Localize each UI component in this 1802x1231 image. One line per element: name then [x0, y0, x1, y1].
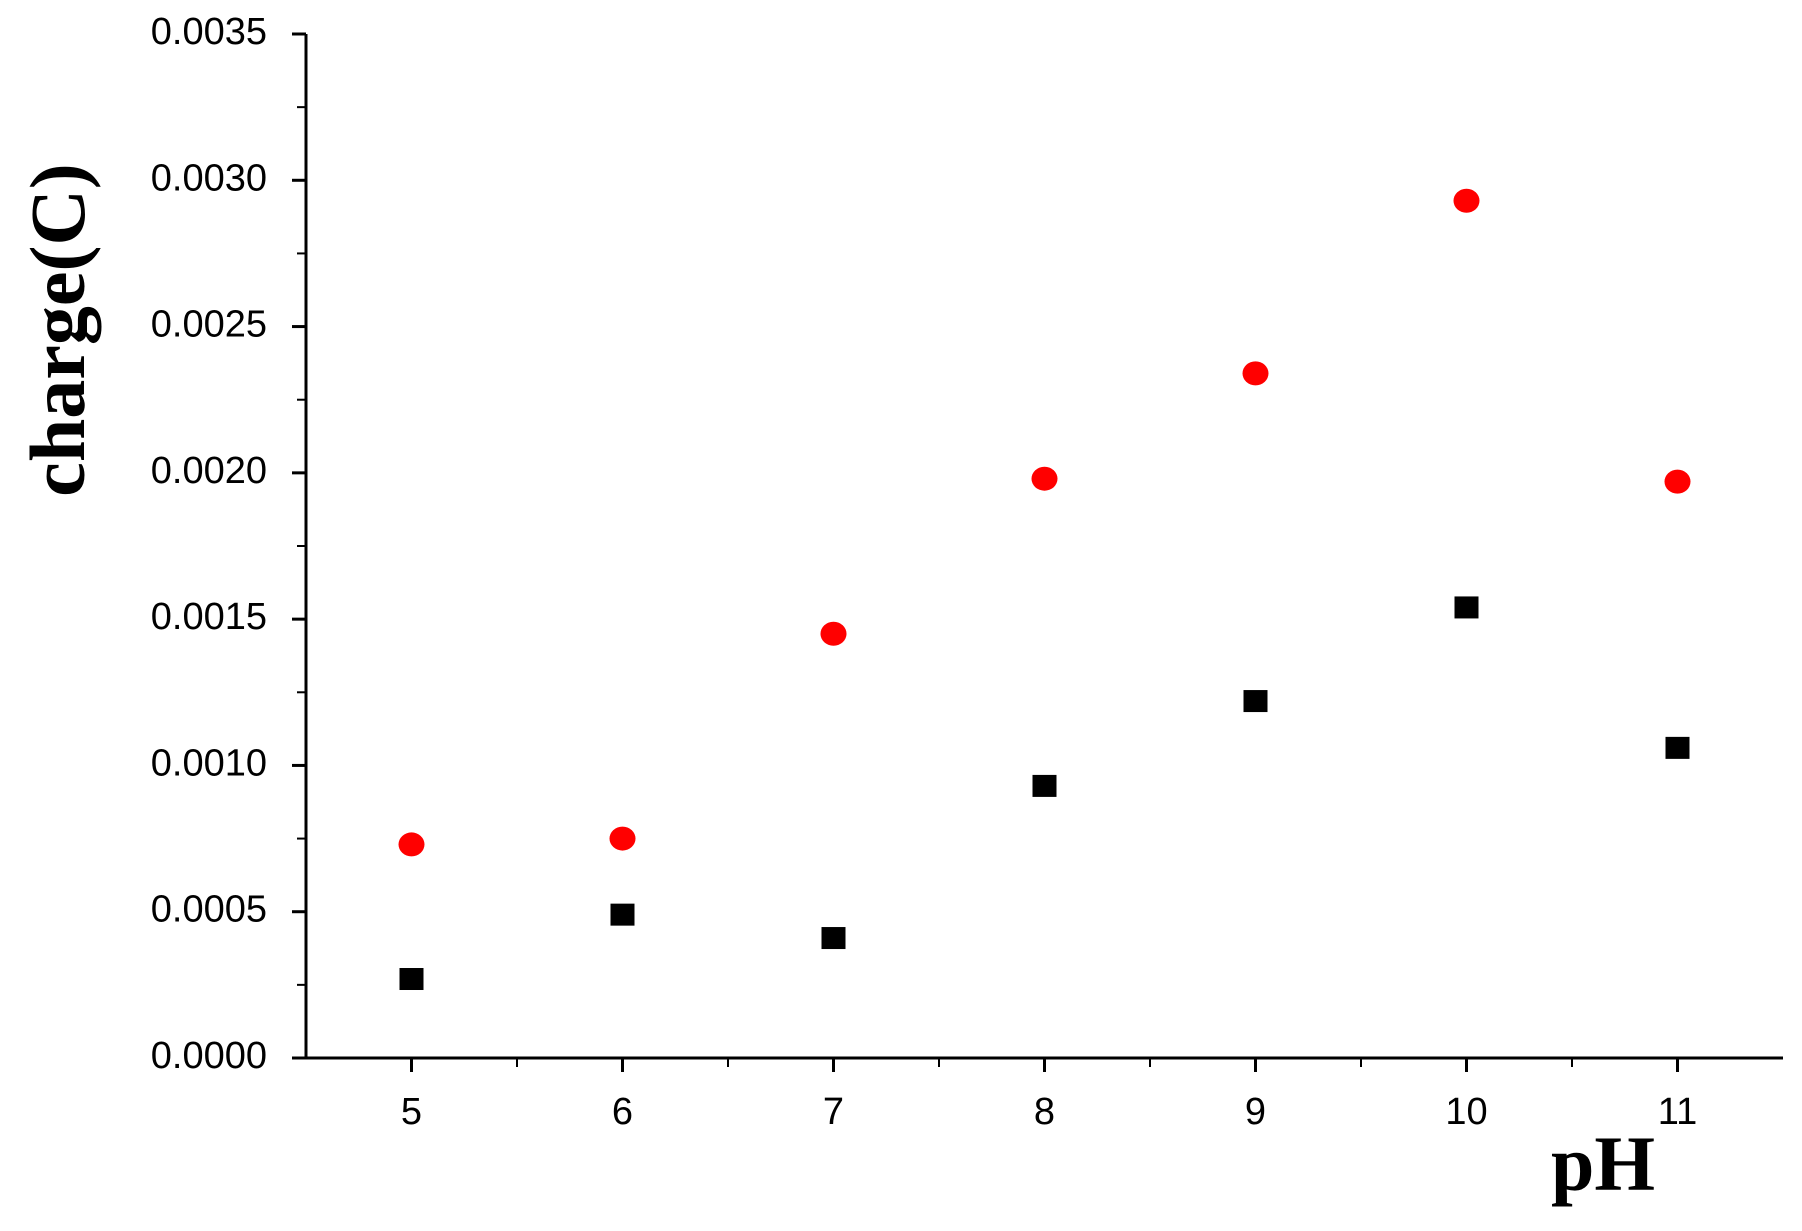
y-tick-label: 0.0020: [151, 450, 267, 492]
y-tick-label: 0.0035: [151, 11, 267, 53]
x-tick-label: 7: [823, 1091, 844, 1133]
point: [1664, 469, 1691, 494]
y-tick-label: 0.0015: [151, 596, 267, 638]
point: [1243, 690, 1268, 713]
x-tick-label: 5: [401, 1091, 422, 1133]
point: [1454, 596, 1479, 619]
point: [1453, 188, 1480, 213]
point: [398, 832, 425, 857]
point: [1665, 736, 1690, 759]
x-tick-label: 9: [1245, 1091, 1266, 1133]
y-tick-label: 0.0030: [151, 157, 267, 199]
y-tick-label: 0.0005: [151, 889, 267, 931]
point: [399, 968, 424, 991]
y-axis-label: charge(C): [14, 163, 101, 497]
x-axis-label: pH: [1551, 1120, 1655, 1207]
y-tick-label: 0.0010: [151, 742, 267, 784]
x-tick-label: 11: [1658, 1091, 1697, 1133]
y-tick-label: 0.0025: [151, 304, 267, 346]
point: [1032, 774, 1057, 797]
x-tick-label: 10: [1445, 1091, 1487, 1133]
point: [820, 621, 847, 646]
x-tick-label: 6: [612, 1091, 633, 1133]
point: [1242, 361, 1269, 386]
x-tick-label: 8: [1034, 1091, 1055, 1133]
y-tick-label: 0.0000: [151, 1035, 267, 1077]
point: [610, 903, 635, 926]
point: [609, 826, 636, 851]
point: [821, 927, 846, 950]
point: [1031, 466, 1058, 491]
